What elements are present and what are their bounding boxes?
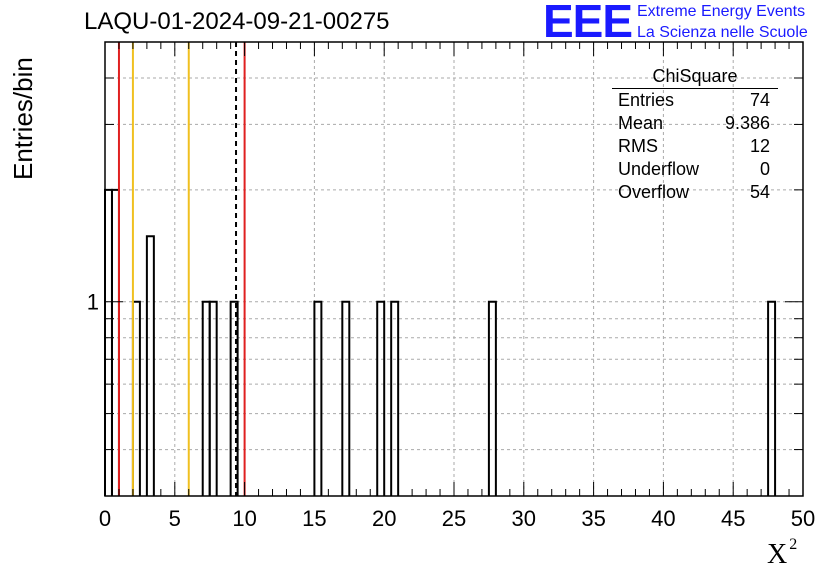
stats-value: 9.386 (724, 113, 770, 133)
stats-label: Underflow (618, 159, 700, 179)
logo-mark: EEE (543, 0, 633, 47)
histogram-bin (208, 300, 218, 496)
stats-label: Overflow (618, 182, 690, 202)
x-tick-label: 45 (721, 506, 745, 531)
histogram-bin (201, 300, 211, 496)
x-tick-label: 5 (169, 506, 181, 531)
stats-value: 74 (749, 90, 770, 110)
x-tick-label: 30 (512, 506, 536, 531)
y-tick-label: 1 (87, 290, 99, 315)
stats-row-rms: RMS 12 (612, 136, 778, 159)
stats-value: 54 (749, 182, 770, 202)
stats-row-mean: Mean 9.386 (612, 113, 778, 136)
chart-title: LAQU-01-2024-09-21-00275 (84, 8, 390, 35)
y-axis-label: Entries/bin (8, 57, 38, 180)
stats-label: Entries (618, 90, 675, 110)
histogram-bin (110, 188, 120, 496)
histogram-bin (376, 300, 386, 496)
histogram-bin (390, 300, 400, 496)
histogram-bin (229, 300, 239, 496)
stats-value: 12 (749, 136, 770, 156)
stats-value: 0 (759, 159, 770, 179)
histogram-bin (104, 188, 113, 496)
x-tick-label: 15 (302, 506, 326, 531)
x-tick-label: 50 (791, 506, 815, 531)
stats-label: Mean (618, 113, 664, 133)
histogram-bin (131, 300, 141, 496)
stats-label: RMS (618, 136, 658, 156)
histogram-bin (767, 300, 777, 496)
histogram-bin (313, 300, 323, 496)
histogram-bin (145, 235, 155, 496)
x-tick-label: 40 (651, 506, 675, 531)
x-tick-label: 0 (99, 506, 111, 531)
x-tick-label: 20 (372, 506, 396, 531)
histogram-bin (341, 300, 351, 496)
x-axis-label-superscript: 2 (789, 536, 798, 553)
x-axis-label-main: X (767, 539, 788, 570)
histogram-bin (487, 300, 497, 496)
y-axis-label-wrap: Entries/bin (8, 57, 38, 208)
stats-row-entries: Entries 74 (612, 90, 778, 113)
stats-row-underflow: Underflow 0 (612, 159, 778, 182)
x-tick-label: 25 (442, 506, 466, 531)
stats-row-overflow: Overflow 54 (612, 182, 778, 205)
logo-line-1: Extreme Energy Events (637, 3, 806, 20)
stats-title: ChiSquare (612, 66, 778, 89)
x-tick-label: 10 (232, 506, 256, 531)
logo-line-2: La Scienza nelle Scuole (637, 24, 808, 41)
x-tick-label: 35 (581, 506, 605, 531)
stats-box: ChiSquare Entries 74 Mean 9.386 RMS 12 U… (612, 66, 778, 205)
